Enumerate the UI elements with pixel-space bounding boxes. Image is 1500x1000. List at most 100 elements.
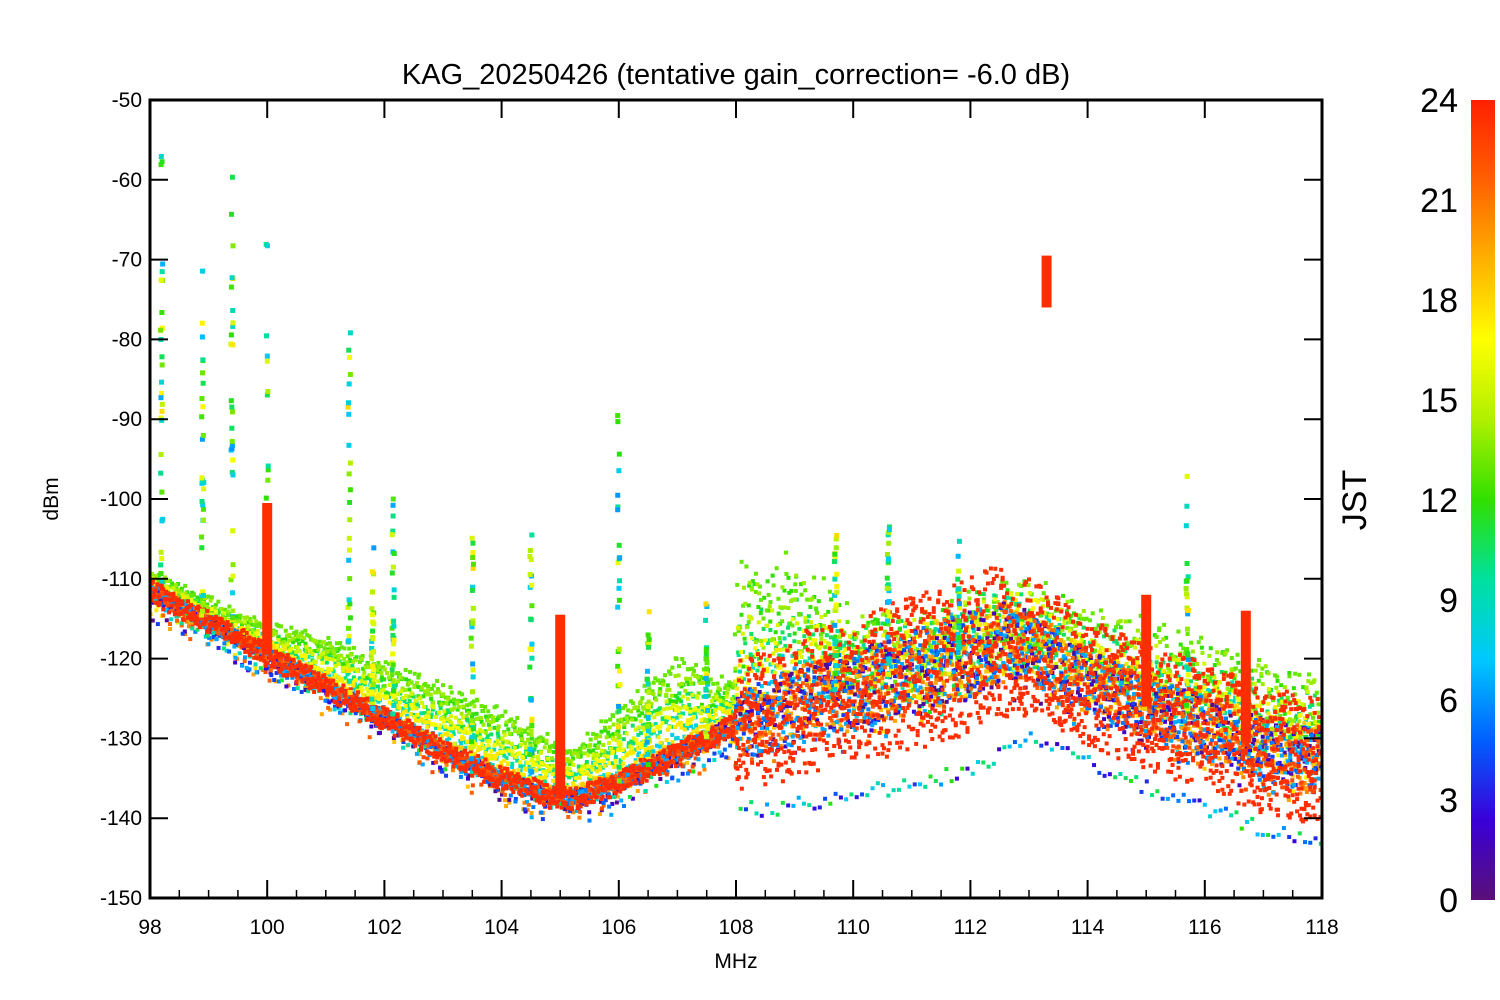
spectrum-point (1138, 613, 1143, 618)
spectrum-point (702, 724, 707, 729)
spectrum-point (1027, 608, 1032, 613)
spectrum-point (787, 590, 792, 595)
spectrum-point (181, 595, 186, 600)
spectrum-point (1134, 637, 1139, 642)
spectrum-point (475, 733, 480, 738)
spectrum-point (576, 754, 581, 759)
spectrum-point (686, 682, 691, 687)
spectrum-point (487, 739, 492, 744)
spectrum-point (396, 692, 401, 697)
spectrum-point (452, 706, 457, 711)
spectrum-point (1284, 729, 1289, 734)
spectrum-point (458, 748, 463, 753)
spectrum-point (525, 760, 530, 765)
spectrum-point (808, 605, 813, 610)
spectrum-point (1273, 732, 1278, 737)
spectrum-point (772, 670, 777, 675)
spectrum-point (1064, 662, 1069, 667)
spectrum-point (774, 645, 779, 650)
spectrum-point (381, 665, 386, 670)
spectrum-point (657, 744, 662, 749)
spectrum-point (366, 688, 371, 693)
spectrum-point (459, 699, 464, 704)
spectrum-point (692, 668, 697, 673)
spectrum-point (536, 767, 541, 772)
spectrum-point (701, 667, 706, 672)
spectrum-point (700, 705, 705, 710)
spectrum-point (770, 573, 775, 578)
spectrum-point (1226, 692, 1231, 697)
spectrum-point (584, 769, 589, 774)
spectrum-point (717, 706, 722, 711)
spectrum-point (405, 716, 410, 721)
spectrum-point (855, 630, 860, 635)
spectrum-point (1175, 677, 1180, 682)
spectrum-point (1212, 675, 1217, 680)
spectrum-point (914, 633, 919, 638)
spectrum-point (713, 712, 718, 717)
spectrum-point (852, 666, 857, 671)
spectrum-point (254, 636, 259, 641)
spectrum-point (786, 575, 791, 580)
spectrum-point (1154, 643, 1159, 648)
spectrum-point (1185, 632, 1190, 637)
spectrum-point (1135, 628, 1140, 633)
spectrum-point (883, 622, 888, 627)
spectrum-point (247, 631, 252, 636)
spectrum-point (334, 641, 339, 646)
spectrum-point (691, 672, 696, 677)
spectrum-point (713, 707, 718, 712)
spectrum-point (1232, 676, 1237, 681)
spectrum-point (912, 645, 917, 650)
spectrum-point (625, 719, 630, 724)
spectrum-point (1231, 699, 1236, 704)
spectrum-point (916, 694, 921, 699)
spectrum-point (1075, 678, 1080, 683)
spectrum-point (361, 681, 366, 686)
spectrum-point (851, 707, 856, 712)
spectrum-point (452, 701, 457, 706)
spectrum-point (699, 702, 704, 707)
spectrum-point (1043, 666, 1048, 671)
spectrum-point (1087, 640, 1092, 645)
spectrum-point (1207, 653, 1212, 658)
spectrum-point (1165, 665, 1170, 670)
spectrum-point (502, 733, 507, 738)
spectrum-point (351, 675, 356, 680)
spectrum-point (802, 659, 807, 664)
spectrum-point (540, 775, 545, 780)
spectrum-point (1082, 644, 1087, 649)
spectrum-point (377, 668, 382, 673)
spectrum-point (550, 778, 555, 783)
spectrum-point (708, 677, 713, 682)
spectrum-point (987, 627, 992, 632)
spectrum-point (978, 622, 983, 627)
spectrum-point (456, 698, 461, 703)
spectrum-point (1205, 688, 1210, 693)
spectrum-point (351, 659, 356, 664)
spectrum-point (463, 697, 468, 702)
spectrum-point (439, 734, 444, 739)
spectrum-point (426, 684, 431, 689)
spectrum-point (424, 715, 429, 720)
spectrum-point (461, 724, 466, 729)
spectrum-point (419, 711, 424, 716)
spectrum-point (510, 752, 515, 757)
spectrum-point (633, 717, 638, 722)
spectrum-point (761, 616, 766, 621)
spectrum-point (417, 672, 422, 677)
spectrum-point (842, 670, 847, 675)
spectrum-point (450, 728, 455, 733)
spectrum-point (734, 686, 739, 691)
spectrum-point (735, 625, 740, 630)
spectrum-point (408, 711, 413, 716)
spectrum-point (366, 665, 371, 670)
spectrum-point (463, 726, 468, 731)
spectrum-point (1028, 591, 1033, 596)
spectrum-point (856, 651, 861, 656)
spectrum-point (604, 735, 609, 740)
spectrum-point (624, 715, 629, 720)
spectrum-point (730, 681, 735, 686)
spectrum-point (406, 721, 411, 726)
spectrum-point (936, 690, 941, 695)
